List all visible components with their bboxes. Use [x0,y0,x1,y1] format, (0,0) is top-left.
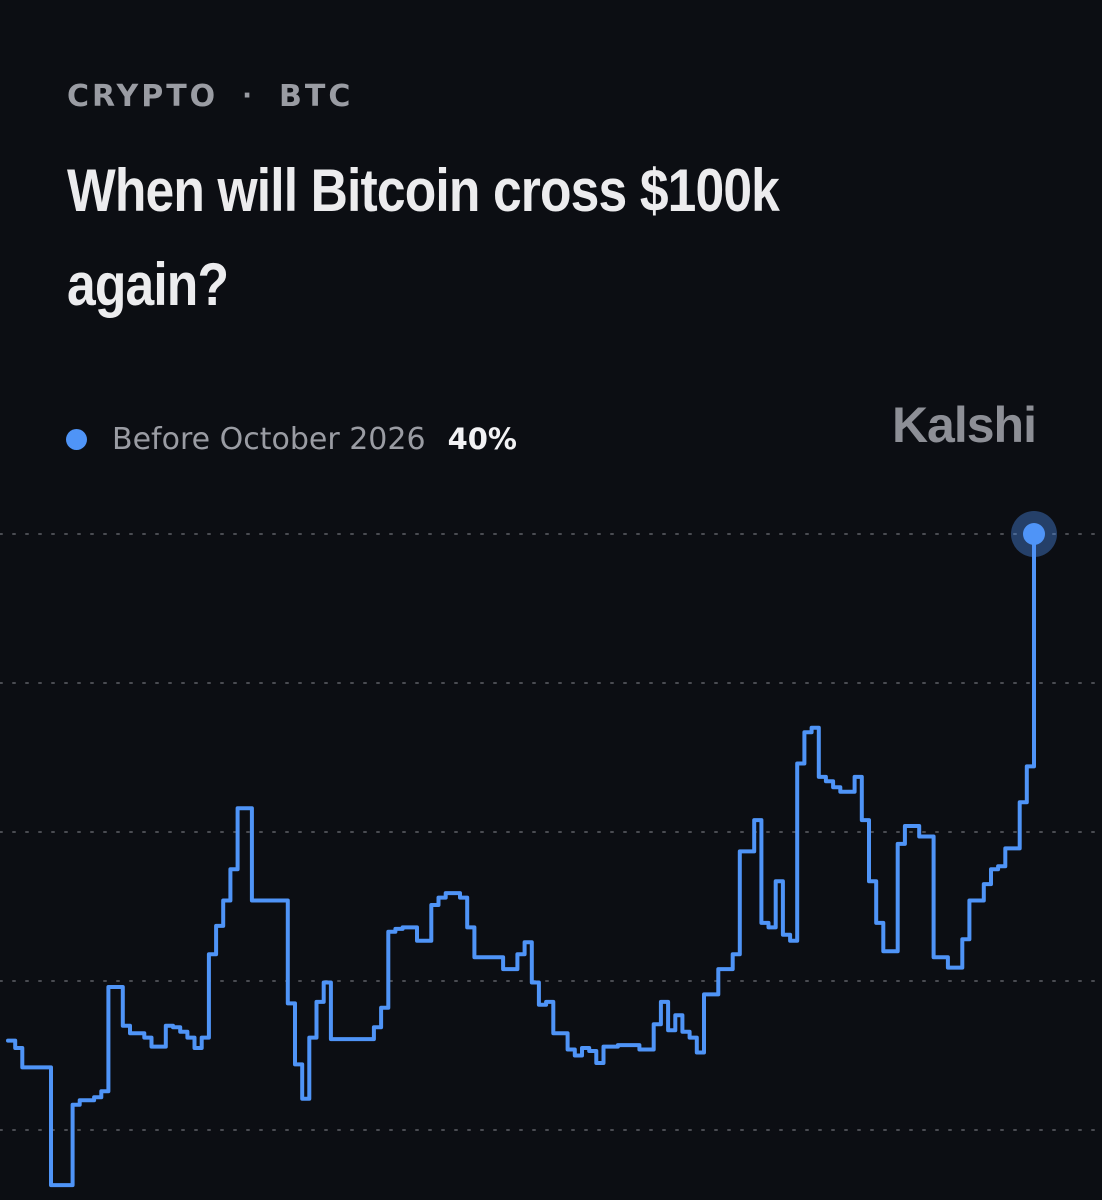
category-label[interactable]: CRYPTO [67,78,219,114]
ticker-label[interactable]: BTC [279,78,354,114]
legend-series-value: 40% [447,422,517,456]
market-title: When will Bitcoin cross $100k again? [67,157,780,318]
latest-point[interactable] [1023,523,1045,545]
kalshi-logo: Kalshi [891,397,1037,453]
series-line [6,532,1036,1188]
legend-series-label: Before October 2026 [112,421,426,457]
chart-legend: Before October 2026 40% [66,418,517,460]
category-breadcrumb: CRYPTO · BTC [67,76,353,116]
legend-series-dot [66,428,87,450]
category-separator: · [242,81,256,111]
